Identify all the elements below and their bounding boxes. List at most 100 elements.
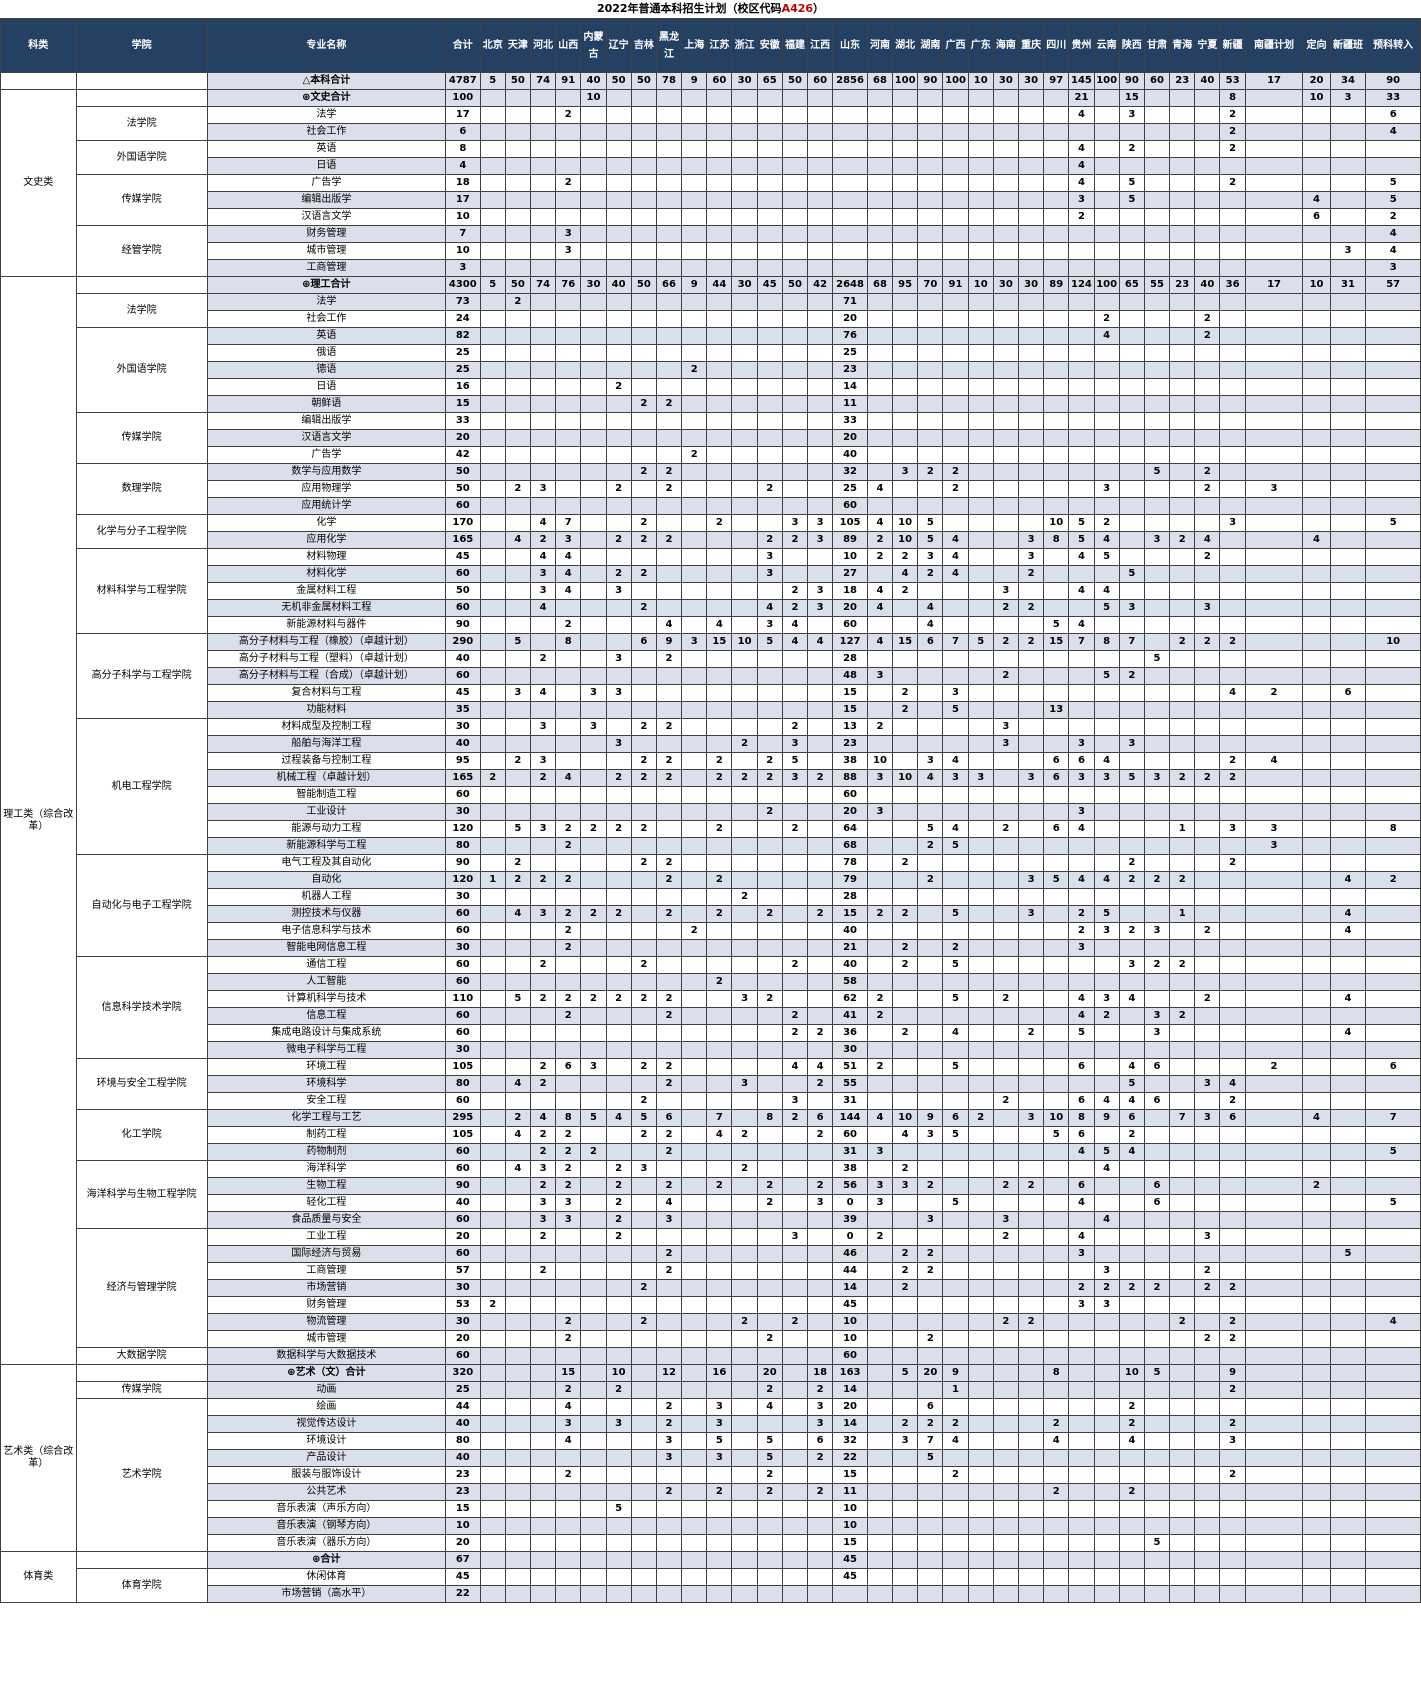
quota-cell (1093, 1517, 1120, 1535)
quota-cell: 2 (731, 735, 758, 753)
total-cell: 16 (444, 378, 481, 396)
quota-cell (866, 140, 894, 158)
quota-cell (942, 378, 969, 396)
quota-cell (866, 973, 894, 991)
quota-cell (1118, 429, 1145, 447)
quota-cell (731, 1483, 758, 1501)
quota-cell (731, 1568, 758, 1586)
quota-cell (1302, 599, 1331, 617)
quota-cell: 2 (756, 905, 783, 923)
quota-cell (529, 293, 557, 311)
quota-cell: 4 (892, 1126, 919, 1144)
quota-cell (630, 1007, 657, 1025)
major-name-cell: 产品设计 (206, 1449, 446, 1467)
table-row: 工业设计 30 2 20 3 3 (1, 803, 1421, 821)
quota-cell (529, 208, 557, 226)
quota-cell: 71 (832, 293, 868, 311)
quota-cell: 3 (1093, 1262, 1120, 1280)
quota-cell (1302, 1296, 1331, 1314)
quota-cell (1093, 463, 1120, 481)
quota-cell (1169, 1500, 1196, 1518)
quota-cell: 7 (555, 514, 582, 532)
quota-cell: 2 (781, 1313, 809, 1331)
quota-cell (681, 1058, 708, 1076)
quota-cell (1169, 1398, 1196, 1416)
major-name-cell: 汉语言文学 (206, 208, 446, 226)
quota-cell: 2 (706, 973, 733, 991)
quota-cell: 76 (832, 327, 868, 345)
quota-cell: 3 (706, 1449, 733, 1467)
quota-cell (1093, 837, 1120, 855)
quota-cell (1068, 1313, 1095, 1331)
quota-cell (504, 803, 531, 821)
quota-cell: 6 (655, 1109, 683, 1127)
quota-cell (1194, 174, 1221, 192)
quota-cell (1302, 1364, 1331, 1382)
major-name-cell: 财务管理 (206, 225, 446, 243)
quota-cell (681, 701, 708, 719)
quota-cell (605, 89, 632, 107)
quota-cell (967, 1228, 994, 1246)
quota-cell (1143, 123, 1171, 141)
quota-cell: 45 (832, 1568, 868, 1586)
quota-cell (529, 361, 557, 379)
total-cell: 60 (444, 667, 481, 685)
quota-cell (605, 1007, 632, 1025)
quota-cell (1365, 1534, 1421, 1552)
quota-cell (655, 1347, 683, 1365)
quota-cell (1017, 446, 1045, 464)
quota-cell (1143, 191, 1171, 209)
major-name-cell: 数据科学与大数据技术 (206, 1347, 446, 1365)
quota-cell (681, 1024, 708, 1042)
quota-cell (655, 956, 683, 974)
quota-cell: 3 (706, 1415, 733, 1433)
quota-cell: 3 (992, 718, 1019, 736)
quota-cell: 2 (605, 565, 632, 583)
quota-cell (807, 939, 834, 957)
quota-cell (832, 242, 868, 260)
quota-cell (529, 463, 557, 481)
quota-cell (1093, 395, 1120, 413)
quota-cell: 2 (655, 854, 683, 872)
quota-cell: 3 (580, 684, 607, 702)
quota-cell (731, 803, 758, 821)
quota-cell (630, 412, 657, 430)
major-name-cell: 公共艺术 (206, 1483, 446, 1501)
college-cell: 数理学院 (75, 463, 208, 515)
quota-cell: 14 (832, 1279, 868, 1297)
quota-cell: 2 (756, 531, 783, 549)
quota-cell (1118, 1500, 1145, 1518)
quota-cell (807, 1347, 834, 1365)
major-name-cell: △本科合计 (206, 72, 446, 90)
quota-cell: 4 (1365, 123, 1421, 141)
quota-cell (1302, 480, 1331, 498)
quota-cell (807, 786, 834, 804)
major-name-cell: 财务管理 (206, 1296, 446, 1314)
quota-cell (681, 888, 708, 906)
quota-cell (504, 582, 531, 600)
quota-cell (731, 786, 758, 804)
quota-cell: 11 (832, 1483, 868, 1501)
quota-cell: 32 (832, 463, 868, 481)
quota-cell: 2 (807, 769, 834, 787)
quota-cell (1068, 123, 1095, 141)
table-row: 信息工程 60 2 2 2 41 2 4 2 3 2 (1, 1007, 1421, 1025)
total-cell: 90 (444, 854, 481, 872)
quota-cell (781, 1415, 809, 1433)
quota-cell (1093, 429, 1120, 447)
quota-cell: 2 (1118, 922, 1145, 940)
quota-cell: 2 (866, 718, 894, 736)
quota-cell: 10 (892, 514, 919, 532)
quota-cell (756, 888, 783, 906)
quota-cell (580, 106, 607, 124)
quota-cell (1302, 174, 1331, 192)
quota-cell (1329, 548, 1367, 566)
quota-cell: 3 (1194, 1228, 1221, 1246)
quota-cell: 42 (807, 276, 834, 294)
quota-cell: 2 (917, 871, 944, 889)
quota-cell (967, 1058, 994, 1076)
quota-cell (1302, 786, 1331, 804)
quota-cell (1017, 837, 1045, 855)
quota-cell (1043, 565, 1070, 583)
quota-cell (630, 1483, 657, 1501)
